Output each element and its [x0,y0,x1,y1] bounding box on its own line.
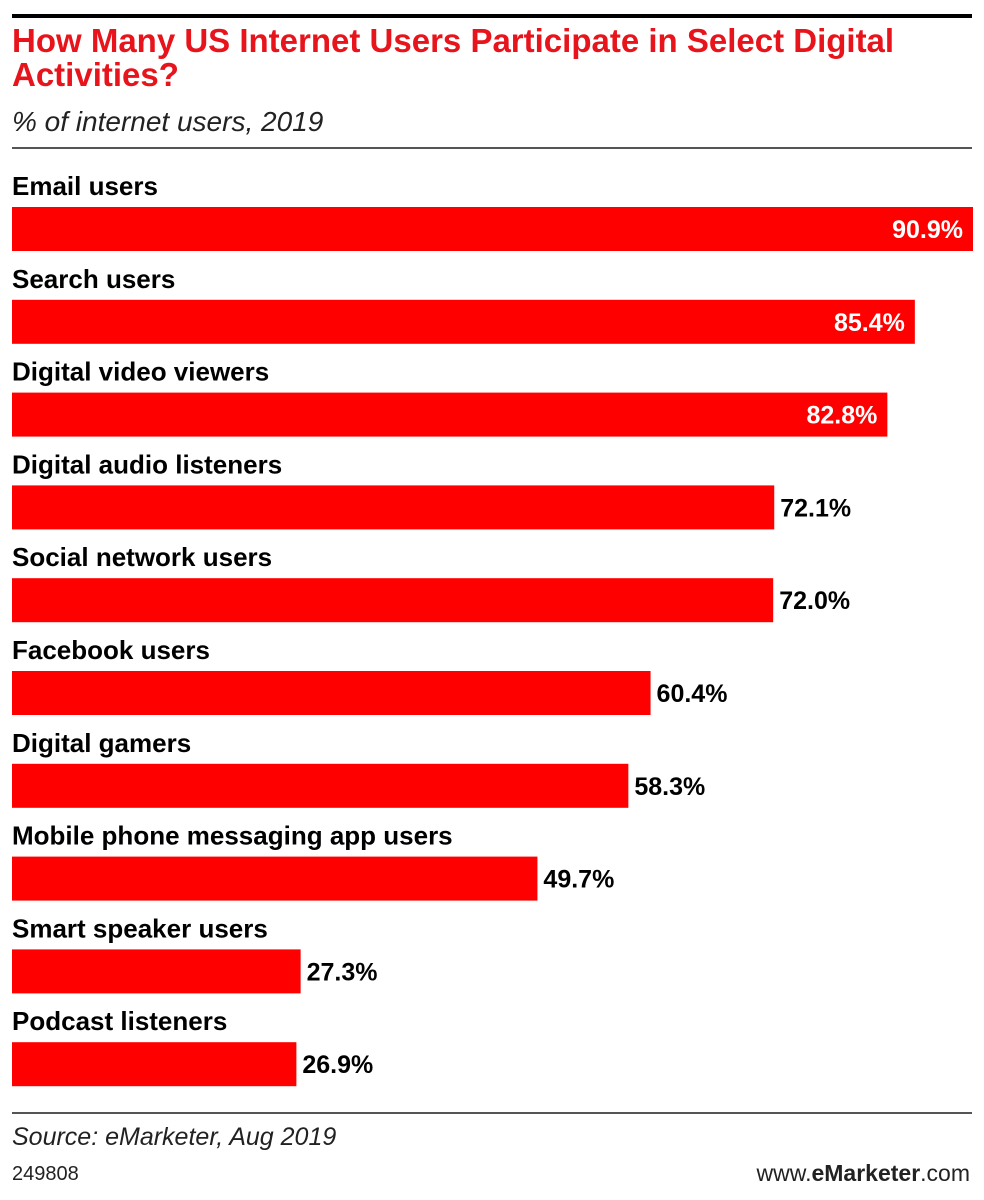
site-url[interactable]: www.eMarketer.com [757,1160,970,1186]
bar [12,299,915,344]
source-note: Source: eMarketer, Aug 2019 [12,1123,337,1151]
top-rule [12,14,972,18]
category-label: Facebook users [12,635,210,665]
chart-subtitle: % of internet users, 2019 [12,106,324,137]
category-label: Social network users [12,542,272,572]
bar [12,1042,297,1087]
value-label: 60.4% [657,680,728,708]
bar [12,949,301,994]
value-label: 58.3% [634,773,705,801]
value-label: 90.9% [892,216,963,244]
category-label: Email users [12,171,158,201]
bar-chart: Email users 90.9% Search users 85.4% Digital… [12,171,973,1087]
bar [12,763,629,808]
category-label: Mobile phone messaging app users [12,821,453,851]
value-label: 26.9% [302,1051,373,1079]
value-label: 49.7% [543,866,614,894]
value-label: 72.0% [779,587,850,615]
chart-id: 249808 [12,1163,79,1185]
bar [12,207,973,251]
value-label: 27.3% [307,958,378,986]
bar [12,671,651,715]
category-label: Digital video viewers [12,357,269,387]
value-label: 82.8% [806,402,877,430]
category-label: Search users [12,264,175,294]
site-brand: eMarketer [811,1160,921,1186]
category-label: Podcast listeners [12,1006,227,1036]
bar [12,856,538,901]
footer-rule [12,1112,972,1114]
value-label: 72.1% [780,494,851,522]
bar [12,392,888,437]
category-label: Digital audio listeners [12,449,282,479]
bar [12,485,775,530]
category-label: Digital gamers [12,728,191,758]
site-suffix: .com [920,1160,970,1186]
category-label: Smart speaker users [12,913,268,943]
bar [12,578,774,623]
subtitle-rule [12,147,972,149]
chart-title: How Many US Internet Users Participate i… [12,22,895,93]
site-prefix: www. [756,1160,812,1186]
value-label: 85.4% [834,309,905,337]
